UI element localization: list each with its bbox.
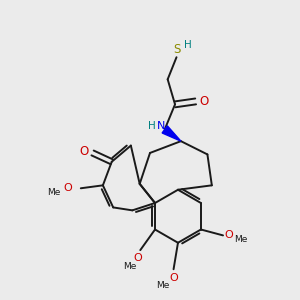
Text: Me: Me bbox=[123, 262, 137, 271]
Text: O: O bbox=[133, 254, 142, 263]
Text: H: H bbox=[148, 122, 156, 131]
Polygon shape bbox=[162, 126, 181, 141]
Text: Me: Me bbox=[234, 235, 247, 244]
Text: Me: Me bbox=[156, 281, 169, 290]
Text: O: O bbox=[199, 95, 208, 108]
Text: O: O bbox=[63, 183, 72, 193]
Text: H: H bbox=[184, 40, 192, 50]
Text: Me: Me bbox=[48, 188, 61, 197]
Text: N: N bbox=[157, 122, 165, 131]
Text: O: O bbox=[224, 230, 233, 240]
Text: O: O bbox=[169, 273, 178, 283]
Text: O: O bbox=[80, 145, 89, 158]
Text: S: S bbox=[173, 43, 181, 56]
